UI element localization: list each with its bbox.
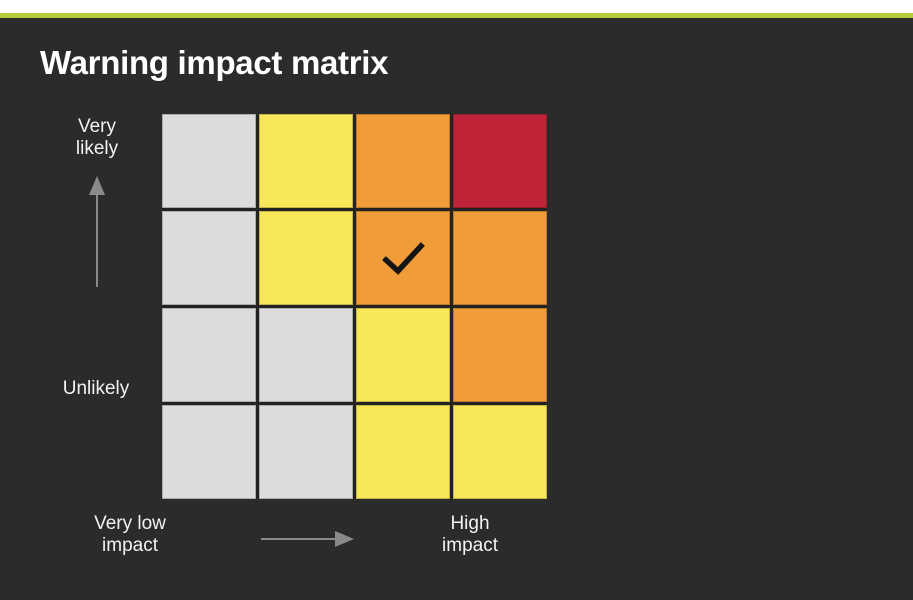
matrix-cell-r1c1 (162, 114, 256, 208)
x-axis-right-label: High impact (442, 513, 498, 556)
matrix-cell-r2c3 (356, 211, 450, 305)
up-arrow-icon (89, 176, 105, 287)
matrix-cell-r1c4 (453, 114, 547, 208)
matrix-cell-r4c1 (162, 405, 256, 499)
matrix-cell-r1c2 (259, 114, 353, 208)
matrix-cell-r2c1 (162, 211, 256, 305)
matrix-cell-r4c4 (453, 405, 547, 499)
matrix-cell-r1c3 (356, 114, 450, 208)
y-axis-top-label: Very likely (75, 116, 119, 159)
accent-line (0, 13, 913, 18)
matrix-cell-r3c2 (259, 308, 353, 402)
page-title: Warning impact matrix (40, 44, 389, 81)
impact-matrix-grid (162, 114, 547, 499)
matrix-cell-r4c3 (356, 405, 450, 499)
matrix-cell-r3c3 (356, 308, 450, 402)
matrix-cell-r2c2 (259, 211, 353, 305)
check-icon (382, 242, 425, 275)
matrix-cell-r4c2 (259, 405, 353, 499)
matrix-cell-r3c1 (162, 308, 256, 402)
right-arrow-icon (261, 531, 354, 547)
y-axis-bottom-label: Unlikely (62, 378, 130, 399)
matrix-cell-r3c4 (453, 308, 547, 402)
matrix-cell-r2c4 (453, 211, 547, 305)
x-axis-left-label: Very low impact (94, 513, 166, 556)
slide-body: Warning impact matrix Very likely Unlike… (0, 18, 913, 600)
